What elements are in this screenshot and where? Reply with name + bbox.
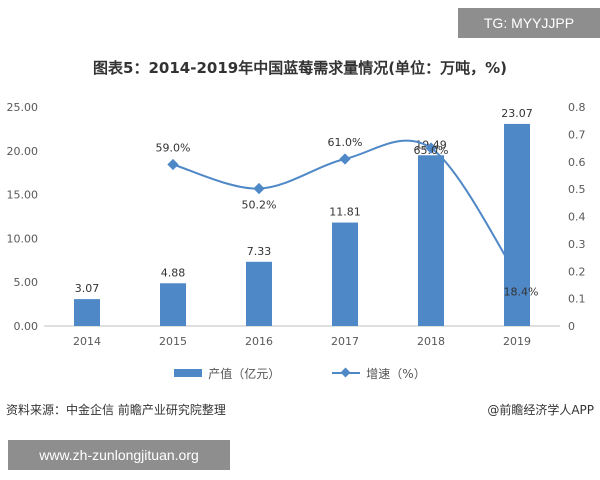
growth-value-label: 18.4% xyxy=(504,286,539,299)
y-axis-tick-label: 25.00 xyxy=(7,101,39,114)
bar xyxy=(504,123,530,326)
legend-line-label: 增速（%） xyxy=(366,366,426,381)
y2-axis-tick-label: 0 xyxy=(568,320,575,333)
x-axis-tick-label: 2014 xyxy=(73,335,101,348)
bar xyxy=(418,155,444,326)
y2-axis-tick-label: 0.5 xyxy=(568,183,586,196)
y2-axis-tick-label: 0.2 xyxy=(568,265,586,278)
legend-bar-label: 产值（亿元） xyxy=(208,366,281,381)
growth-line xyxy=(172,139,518,277)
y-axis-tick-label: 15.00 xyxy=(7,189,39,202)
y2-axis-tick-label: 0.7 xyxy=(568,128,586,141)
growth-point xyxy=(339,153,351,165)
growth-point xyxy=(253,182,265,195)
legend-item-line: 增速（%） xyxy=(332,365,426,382)
x-axis-tick-label: 2016 xyxy=(245,335,273,348)
x-axis-tick-label: 2015 xyxy=(159,335,187,348)
legend-item-bar: 产值（亿元） xyxy=(174,365,280,382)
legend: 产值（亿元） 增速（%） xyxy=(0,364,600,382)
y-axis-tick-label: 5.00 xyxy=(14,276,39,289)
bar-value-label: 11.81 xyxy=(329,206,361,219)
credit-note: @前瞻经济学人APP xyxy=(487,403,594,417)
x-axis-tick-label: 2017 xyxy=(331,335,359,348)
growth-value-label: 50.2% xyxy=(242,199,277,212)
growth-value-label: 59.0% xyxy=(156,141,191,154)
growth-value-label: 61.0% xyxy=(328,136,363,149)
bar xyxy=(160,283,186,326)
y-axis-tick-label: 10.00 xyxy=(7,232,39,245)
growth-point xyxy=(167,158,179,171)
growth-point xyxy=(511,269,523,282)
y2-axis-tick-label: 0.1 xyxy=(568,293,586,306)
y-axis-tick-label: 20.00 xyxy=(7,145,39,158)
y2-axis-tick-label: 0.3 xyxy=(568,238,586,251)
growth-value-label: 65.0% xyxy=(414,144,449,157)
chart-title: 图表5：2014-2019年中国蓝莓需求量情况(单位：万吨，%) xyxy=(93,59,507,77)
bar-value-label: 3.07 xyxy=(75,282,100,295)
bar-value-label: 7.33 xyxy=(247,245,272,258)
bar-value-label: 4.88 xyxy=(161,266,186,279)
bar-value-label: 23.07 xyxy=(501,107,533,120)
bar xyxy=(74,299,100,326)
bar xyxy=(246,261,272,326)
y2-axis-tick-label: 0.6 xyxy=(568,156,586,169)
x-axis-tick-label: 2018 xyxy=(417,335,445,348)
legend-line-swatch xyxy=(332,368,361,378)
source-note: 资料来源：中金企信 前瞻产业研究院整理 xyxy=(6,403,226,417)
x-axis-tick-label: 2019 xyxy=(503,335,531,348)
bar xyxy=(332,222,358,326)
y2-axis-tick-label: 0.4 xyxy=(568,211,586,224)
legend-bar-swatch xyxy=(174,369,203,377)
y2-axis-tick-label: 0.8 xyxy=(568,101,586,114)
growth-point xyxy=(425,142,437,154)
y-axis-tick-label: 0.00 xyxy=(14,320,39,333)
url-banner: www.zh-zunlongjituan.org xyxy=(8,440,230,470)
watermark-tag: TG: MYYJJPP xyxy=(458,8,600,38)
